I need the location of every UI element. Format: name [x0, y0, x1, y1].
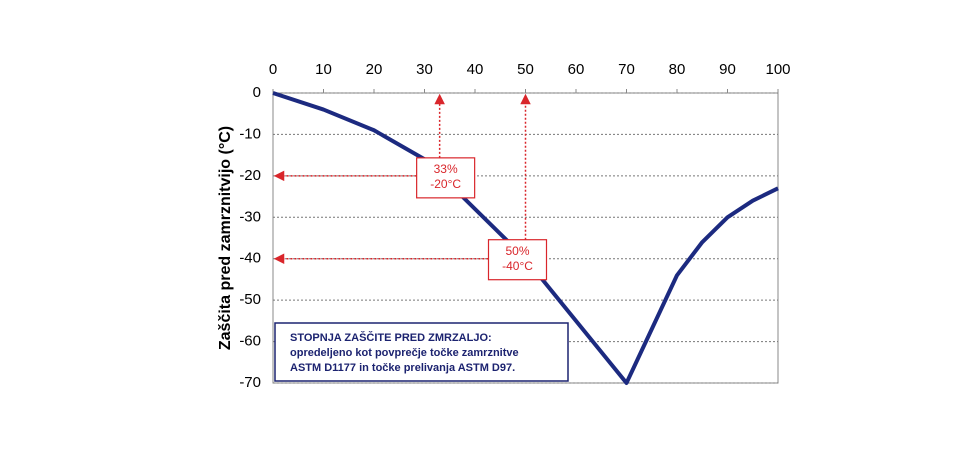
annotation-text: -20°C: [430, 177, 461, 191]
y-tick-label: -10: [239, 125, 261, 142]
y-tick-label: -60: [239, 333, 261, 350]
y-tick-label: -70: [239, 374, 261, 391]
annotation-box: [487, 239, 548, 281]
y-tick-label: 0: [253, 84, 261, 101]
note-text: STOPNJA ZAŠČITE PRED ZMRZALJO:: [290, 331, 492, 344]
x-tick-label: 0: [269, 61, 277, 78]
x-tick-label: 90: [719, 61, 736, 78]
annotation-text: 33%: [434, 162, 458, 176]
y-axis-label: Zaščita pred zamrznitvijo (°C): [217, 126, 234, 350]
x-tick-label: 30: [416, 61, 433, 78]
x-tick-label: 80: [669, 61, 686, 78]
y-tick-label: -30: [239, 208, 261, 225]
x-tick-label: 100: [765, 61, 790, 78]
x-tick-label: 10: [315, 61, 332, 78]
annotation-text: -40°C: [502, 259, 533, 273]
note-box: [274, 322, 569, 382]
note-text: ASTM D1177 in točke prelivanja ASTM D97.: [290, 362, 515, 374]
y-tick-label: -40: [239, 250, 261, 267]
y-tick-label: -50: [239, 291, 261, 308]
note-text: opredeljeno kot povprečje točke zamrznit…: [290, 347, 519, 359]
x-tick-label: 70: [618, 61, 635, 78]
annotation-text: 50%: [505, 244, 529, 258]
x-tick-label: 50: [517, 61, 534, 78]
x-tick-label: 20: [366, 61, 383, 78]
annotation-box: [416, 157, 476, 199]
y-tick-label: -20: [239, 167, 261, 184]
data-line: [272, 91, 779, 385]
x-tick-label: 60: [568, 61, 585, 78]
x-tick-label: 40: [467, 61, 484, 78]
